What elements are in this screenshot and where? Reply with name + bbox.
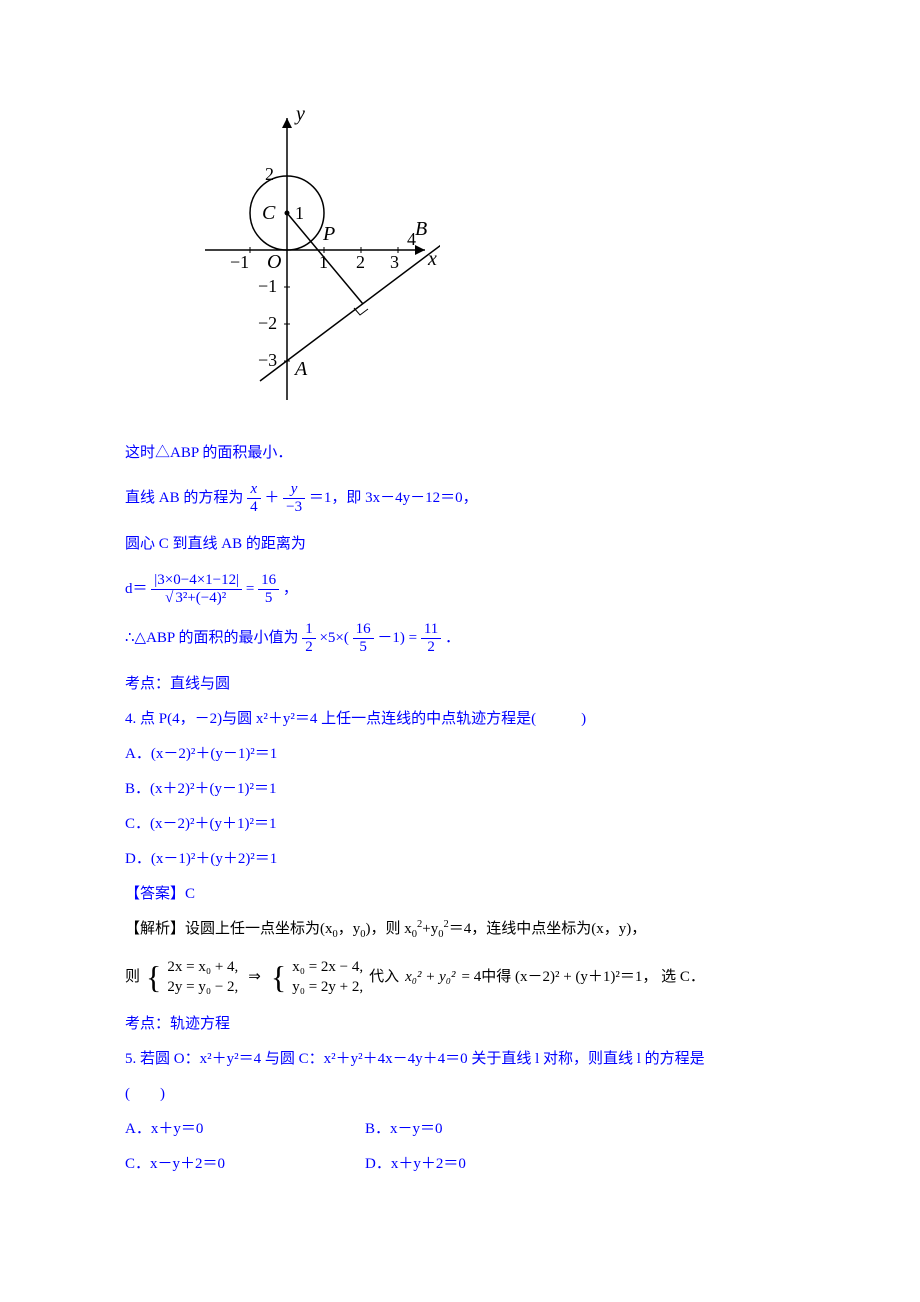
- svg-text:1: 1: [295, 203, 304, 223]
- q5-row2: C．x－y＋2＝0 D．x＋y＋2＝0: [125, 1151, 795, 1178]
- q5d: D．x＋y＋2＝0: [365, 1151, 466, 1178]
- txt: 直线 AB 的方程为: [125, 490, 243, 506]
- text-line: 直线 AB 的方程为 x4 ＋ y−3 ＝1，即 3x－4y－12＝0，: [125, 481, 795, 517]
- min-area: ∴△ABP 的面积的最小值为 12 ×5×( 165 －1) = 112 ．: [125, 621, 795, 657]
- svg-text:P: P: [322, 223, 335, 245]
- txt: ×5×(: [319, 630, 348, 646]
- q5c: C．x－y＋2＝0: [125, 1151, 365, 1178]
- svg-text:2: 2: [356, 252, 365, 272]
- txt: ∴△ABP 的面积的最小值为: [125, 630, 298, 646]
- distance-expr: d＝ |3×0−4×1−12| √3²+(−4)² = 165 ，: [125, 572, 795, 608]
- frac-d: |3×0−4×1−12| √3²+(−4)²: [151, 572, 242, 608]
- topic: 考点：直线与圆: [125, 671, 795, 698]
- explain1: 【解析】设圆上任一点坐标为(x0，y0)，则 x02+y02＝4，连线中点坐标为…: [125, 916, 795, 945]
- svg-text:C: C: [262, 202, 276, 224]
- txt: －1) =: [377, 630, 417, 646]
- svg-text:1: 1: [319, 252, 328, 272]
- frac-x4: x4: [247, 481, 261, 517]
- q5: 5. 若圆 O：x²＋y²＝4 与圆 C：x²＋y²＋4x－4y＋4＝0 关于直…: [125, 1046, 795, 1073]
- q4b: B．(x＋2)²＋(y－1)²＝1: [125, 776, 795, 803]
- q4c: C．(x－2)²＋(y＋1)²＝1: [125, 811, 795, 838]
- svg-text:A: A: [293, 358, 308, 380]
- q4d: D．(x－1)²＋(y＋2)²＝1: [125, 846, 795, 873]
- text-line: 这时△ABP 的面积最小．: [125, 440, 795, 467]
- svg-text:2: 2: [265, 164, 274, 184]
- q4a: A．(x－2)²＋(y－1)²＝1: [125, 741, 795, 768]
- q4: 4. 点 P(4，－2)与圆 x²＋y²＝4 上任一点连线的中点轨迹方程是( ): [125, 706, 795, 733]
- txt: ＝1，即 3x－4y－12＝0，: [309, 490, 478, 506]
- txt: d＝: [125, 581, 148, 597]
- text-line: 圆心 C 到直线 AB 的距离为: [125, 531, 795, 558]
- frac-165: 165: [258, 572, 279, 608]
- txt: ．: [445, 630, 460, 646]
- frac-half: 12: [302, 621, 316, 657]
- svg-text:B: B: [415, 218, 427, 240]
- svg-text:−1: −1: [258, 276, 277, 296]
- topic2: 考点：轨迹方程: [125, 1011, 795, 1038]
- svg-text:−1: −1: [230, 252, 249, 272]
- svg-text:3: 3: [390, 252, 399, 272]
- q5b: B．x－y＝0: [365, 1116, 443, 1143]
- q5a: A．x＋y＝0: [125, 1116, 365, 1143]
- explain2: 则 { 2x = x₀ + 4, 2y = y₀ − 2, ⇒ { x₀ = 2…: [125, 958, 795, 997]
- svg-text:−2: −2: [258, 313, 277, 333]
- svg-text:−3: −3: [258, 350, 277, 370]
- frac-112: 112: [421, 621, 441, 657]
- svg-text:x: x: [427, 248, 437, 270]
- frac-165b: 165: [353, 621, 374, 657]
- svg-text:y: y: [294, 103, 305, 125]
- q5-row1: A．x＋y＝0 B．x－y＝0: [125, 1116, 795, 1143]
- frac-yn3: y−3: [283, 481, 305, 517]
- diagram-svg: y x 2 1 C −1 O 1 2 3 4 −1 −2 −3 P B A: [170, 100, 440, 410]
- coordinate-diagram: y x 2 1 C −1 O 1 2 3 4 −1 −2 −3 P B A: [170, 100, 795, 420]
- answer: 【答案】C: [125, 881, 795, 908]
- q5-paren: ( ): [125, 1081, 795, 1108]
- svg-text:O: O: [267, 251, 281, 273]
